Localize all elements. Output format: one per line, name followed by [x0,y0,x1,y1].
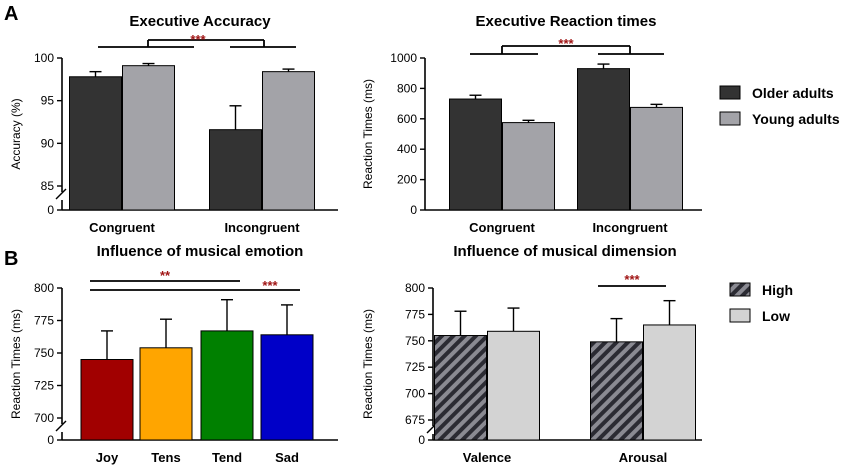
x-category-label: Valence [463,450,511,465]
bar [262,71,315,211]
y-tick-label: 775 [405,307,425,321]
y-axis-label: Accuracy (%) [9,98,23,169]
chart-title: Executive Reaction times [476,13,657,30]
bar [122,65,175,211]
significance-label: *** [624,272,640,287]
y-tick-label: 800 [34,281,54,295]
y-tick-label: 725 [34,379,54,393]
legend-swatch [729,308,751,323]
y-tick-label: 750 [34,346,54,360]
y-axis-label: Reaction Times (ms) [9,309,23,419]
legend-swatch [719,111,741,126]
bar [487,330,540,441]
y-tick-label: 775 [34,314,54,328]
bar [643,324,696,441]
x-category-label: Incongruent [592,220,668,235]
x-category-label: Congruent [469,220,535,235]
x-category-label: Joy [96,450,119,465]
legend-label: High [762,282,793,298]
bar [69,76,122,211]
significance-label: *** [558,36,574,51]
legend-swatch [719,85,741,100]
bar [630,106,683,211]
significance-label: *** [262,278,278,293]
chart-title: Influence of musical emotion [97,243,304,260]
axis-break-mark [55,420,67,432]
bar [434,335,487,441]
y-tick-label: 90 [41,136,55,150]
y-tick-label: 750 [405,334,425,348]
legend-label: Low [762,308,790,324]
bar [449,98,502,211]
y-tick-label: 800 [405,281,425,295]
y-tick-label: 0 [410,203,417,217]
y-tick-label: 675 [405,413,425,427]
bar [209,129,262,211]
chart-title: Influence of musical dimension [453,243,676,260]
y-tick-label: 700 [34,411,54,425]
x-category-label: Arousal [619,450,667,465]
x-category-label: Tens [151,450,180,465]
bar [200,330,254,441]
y-tick-label: 0 [47,203,54,217]
y-tick-label: 1000 [390,51,417,65]
x-category-label: Incongruent [224,220,300,235]
y-tick-label: 700 [405,387,425,401]
bar [139,347,193,441]
x-category-label: Sad [275,450,299,465]
y-axis-label: Reaction Times (ms) [361,79,375,189]
y-tick-label: 85 [41,179,55,193]
bar [260,334,314,441]
bar [577,68,630,211]
y-tick-label: 600 [397,112,417,126]
panel-label-b: B [4,248,18,270]
x-category-label: Congruent [89,220,155,235]
legend-label: Older adults [752,85,834,101]
y-tick-label: 400 [397,142,417,156]
bar [502,122,555,211]
y-tick-label: 725 [405,360,425,374]
y-tick-label: 95 [41,94,55,108]
legend-label: Young adults [752,111,840,127]
significance-label: ** [160,268,171,283]
significance-label: *** [190,32,206,47]
axis-break-mark [55,188,67,200]
chart-title: Executive Accuracy [129,13,271,30]
y-tick-label: 0 [418,433,425,447]
y-tick-label: 200 [397,173,417,187]
charts-layer: 0 85 90 95 100 Executive Accuracy Accuracy (%)… [9,13,840,465]
panel-label-a: A [4,3,18,25]
y-tick-label: 100 [34,51,54,65]
legend-swatch [729,282,751,297]
bar [590,341,643,441]
x-category-label: Tend [212,450,242,465]
y-axis-label: Reaction Times (ms) [361,309,375,419]
y-tick-label: 0 [47,433,54,447]
y-tick-label: 800 [397,81,417,95]
bar [80,359,134,441]
